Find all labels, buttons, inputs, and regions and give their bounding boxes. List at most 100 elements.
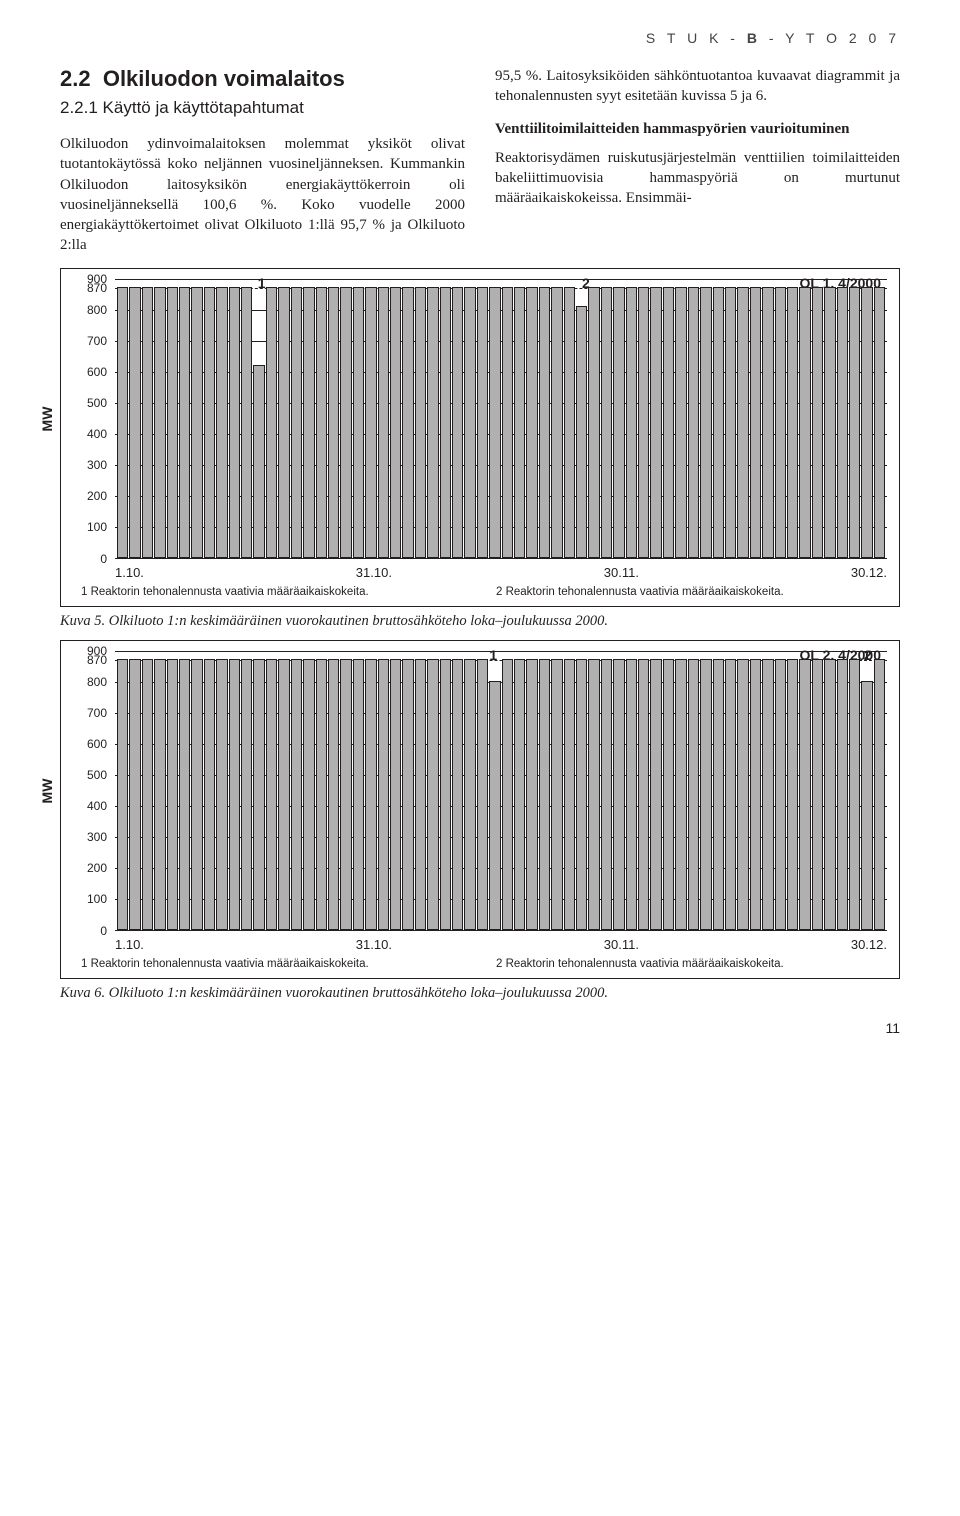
- bar: [725, 659, 736, 930]
- bar: [688, 287, 699, 558]
- bar: [378, 287, 389, 558]
- x-tick: 30.11.: [604, 937, 639, 952]
- page-number: 11: [60, 1020, 900, 1036]
- bar: [737, 287, 748, 558]
- bar: [365, 659, 376, 930]
- y-axis: MW9008708007006005004003002001000: [73, 279, 107, 559]
- bars-group: [115, 279, 887, 558]
- y-tick: 300: [87, 830, 107, 844]
- bar: [725, 287, 736, 558]
- x-tick: 1.10.: [115, 937, 144, 952]
- bar: [514, 287, 525, 558]
- left-column: 2.2 Olkiluodon voimalaitos 2.2.1 Käyttö …: [60, 66, 465, 256]
- bar: [378, 659, 389, 930]
- bar: [576, 659, 587, 930]
- bar: [427, 287, 438, 558]
- bar: [316, 287, 327, 558]
- bar: [452, 287, 463, 558]
- bar: [402, 287, 413, 558]
- bar: [328, 287, 339, 558]
- bar: [216, 659, 227, 930]
- bar: [303, 287, 314, 558]
- bar: [415, 287, 426, 558]
- chart-footnote: 1 Reaktorin tehonalennusta vaativia määr…: [81, 958, 472, 970]
- bar: [415, 659, 426, 930]
- bar: [638, 659, 649, 930]
- y-tick: 500: [87, 768, 107, 782]
- bar: [787, 659, 798, 930]
- bar: [340, 287, 351, 558]
- y-tick: 100: [87, 520, 107, 534]
- plot-area: 12: [115, 651, 887, 931]
- bar: [613, 659, 624, 930]
- bar: [799, 659, 810, 930]
- bar: [663, 287, 674, 558]
- bar: [278, 659, 289, 930]
- bar: [117, 287, 128, 558]
- y-tick: 500: [87, 396, 107, 410]
- chart-footnotes: 1 Reaktorin tehonalennusta vaativia määr…: [81, 958, 887, 970]
- y-axis: MW9008708007006005004003002001000: [73, 651, 107, 931]
- charts-container: MW9008708007006005004003002001000OL 1, 4…: [60, 268, 900, 1002]
- bar: [762, 287, 773, 558]
- bar: [824, 287, 835, 558]
- bar: [601, 659, 612, 930]
- right-subheading: Venttiilitoimilaitteiden hammaspyörien v…: [495, 121, 900, 138]
- chart-footnote: 2 Reaktorin tehonalennusta vaativia määr…: [496, 958, 887, 970]
- bar: [539, 287, 550, 558]
- bar: [874, 659, 885, 930]
- chart-footnote: 2 Reaktorin tehonalennusta vaativia määr…: [496, 586, 887, 598]
- bar: [191, 659, 202, 930]
- bar: [266, 659, 277, 930]
- section-heading: 2.2 Olkiluodon voimalaitos: [60, 66, 465, 92]
- chart-panel: MW9008708007006005004003002001000OL 1, 4…: [60, 268, 900, 607]
- bar: [812, 287, 823, 558]
- document-header-code: S T U K - B - Y T O 2 0 7: [60, 30, 900, 46]
- x-tick: 31.10.: [356, 937, 392, 952]
- bar: [340, 659, 351, 930]
- bar: [179, 287, 190, 558]
- bar: [750, 287, 761, 558]
- section-number: 2.2: [60, 66, 91, 91]
- bar: [291, 287, 302, 558]
- bar: [440, 659, 451, 930]
- bar: [464, 287, 475, 558]
- right-paragraph-1: 95,5 %. Laitosyksiköiden sähköntuotantoa…: [495, 66, 900, 107]
- section-title: Olkiluodon voimalaitos: [103, 66, 345, 91]
- bar: [167, 287, 178, 558]
- bar: [576, 306, 587, 558]
- bars-group: [115, 651, 887, 930]
- bar: [775, 659, 786, 930]
- subsection-number: 2.2.1: [60, 98, 98, 117]
- right-paragraph-2: Reaktorisydämen ruiskutusjärjestelmän ve…: [495, 148, 900, 209]
- bar: [812, 659, 823, 930]
- x-axis: 1.10.31.10.30.11.30.12.: [115, 937, 887, 952]
- y-tick: 0: [100, 924, 107, 938]
- bar: [502, 659, 513, 930]
- y-tick: 400: [87, 799, 107, 813]
- y-tick: 870: [87, 281, 107, 295]
- bar: [861, 287, 872, 558]
- bar: [191, 287, 202, 558]
- bar: [303, 659, 314, 930]
- y-tick: 700: [87, 334, 107, 348]
- bar: [266, 287, 277, 558]
- y-tick: 800: [87, 303, 107, 317]
- bar: [837, 287, 848, 558]
- y-tick: 300: [87, 458, 107, 472]
- bar: [551, 287, 562, 558]
- intro-columns: 2.2 Olkiluodon voimalaitos 2.2.1 Käyttö …: [60, 66, 900, 256]
- bar: [551, 659, 562, 930]
- bar: [700, 287, 711, 558]
- y-tick: 600: [87, 737, 107, 751]
- bar: [526, 287, 537, 558]
- x-axis: 1.10.31.10.30.11.30.12.: [115, 565, 887, 580]
- bar: [762, 659, 773, 930]
- bar: [477, 659, 488, 930]
- bar: [775, 287, 786, 558]
- bar: [650, 287, 661, 558]
- bar: [713, 659, 724, 930]
- y-tick: 200: [87, 489, 107, 503]
- bar: [588, 659, 599, 930]
- bar: [291, 659, 302, 930]
